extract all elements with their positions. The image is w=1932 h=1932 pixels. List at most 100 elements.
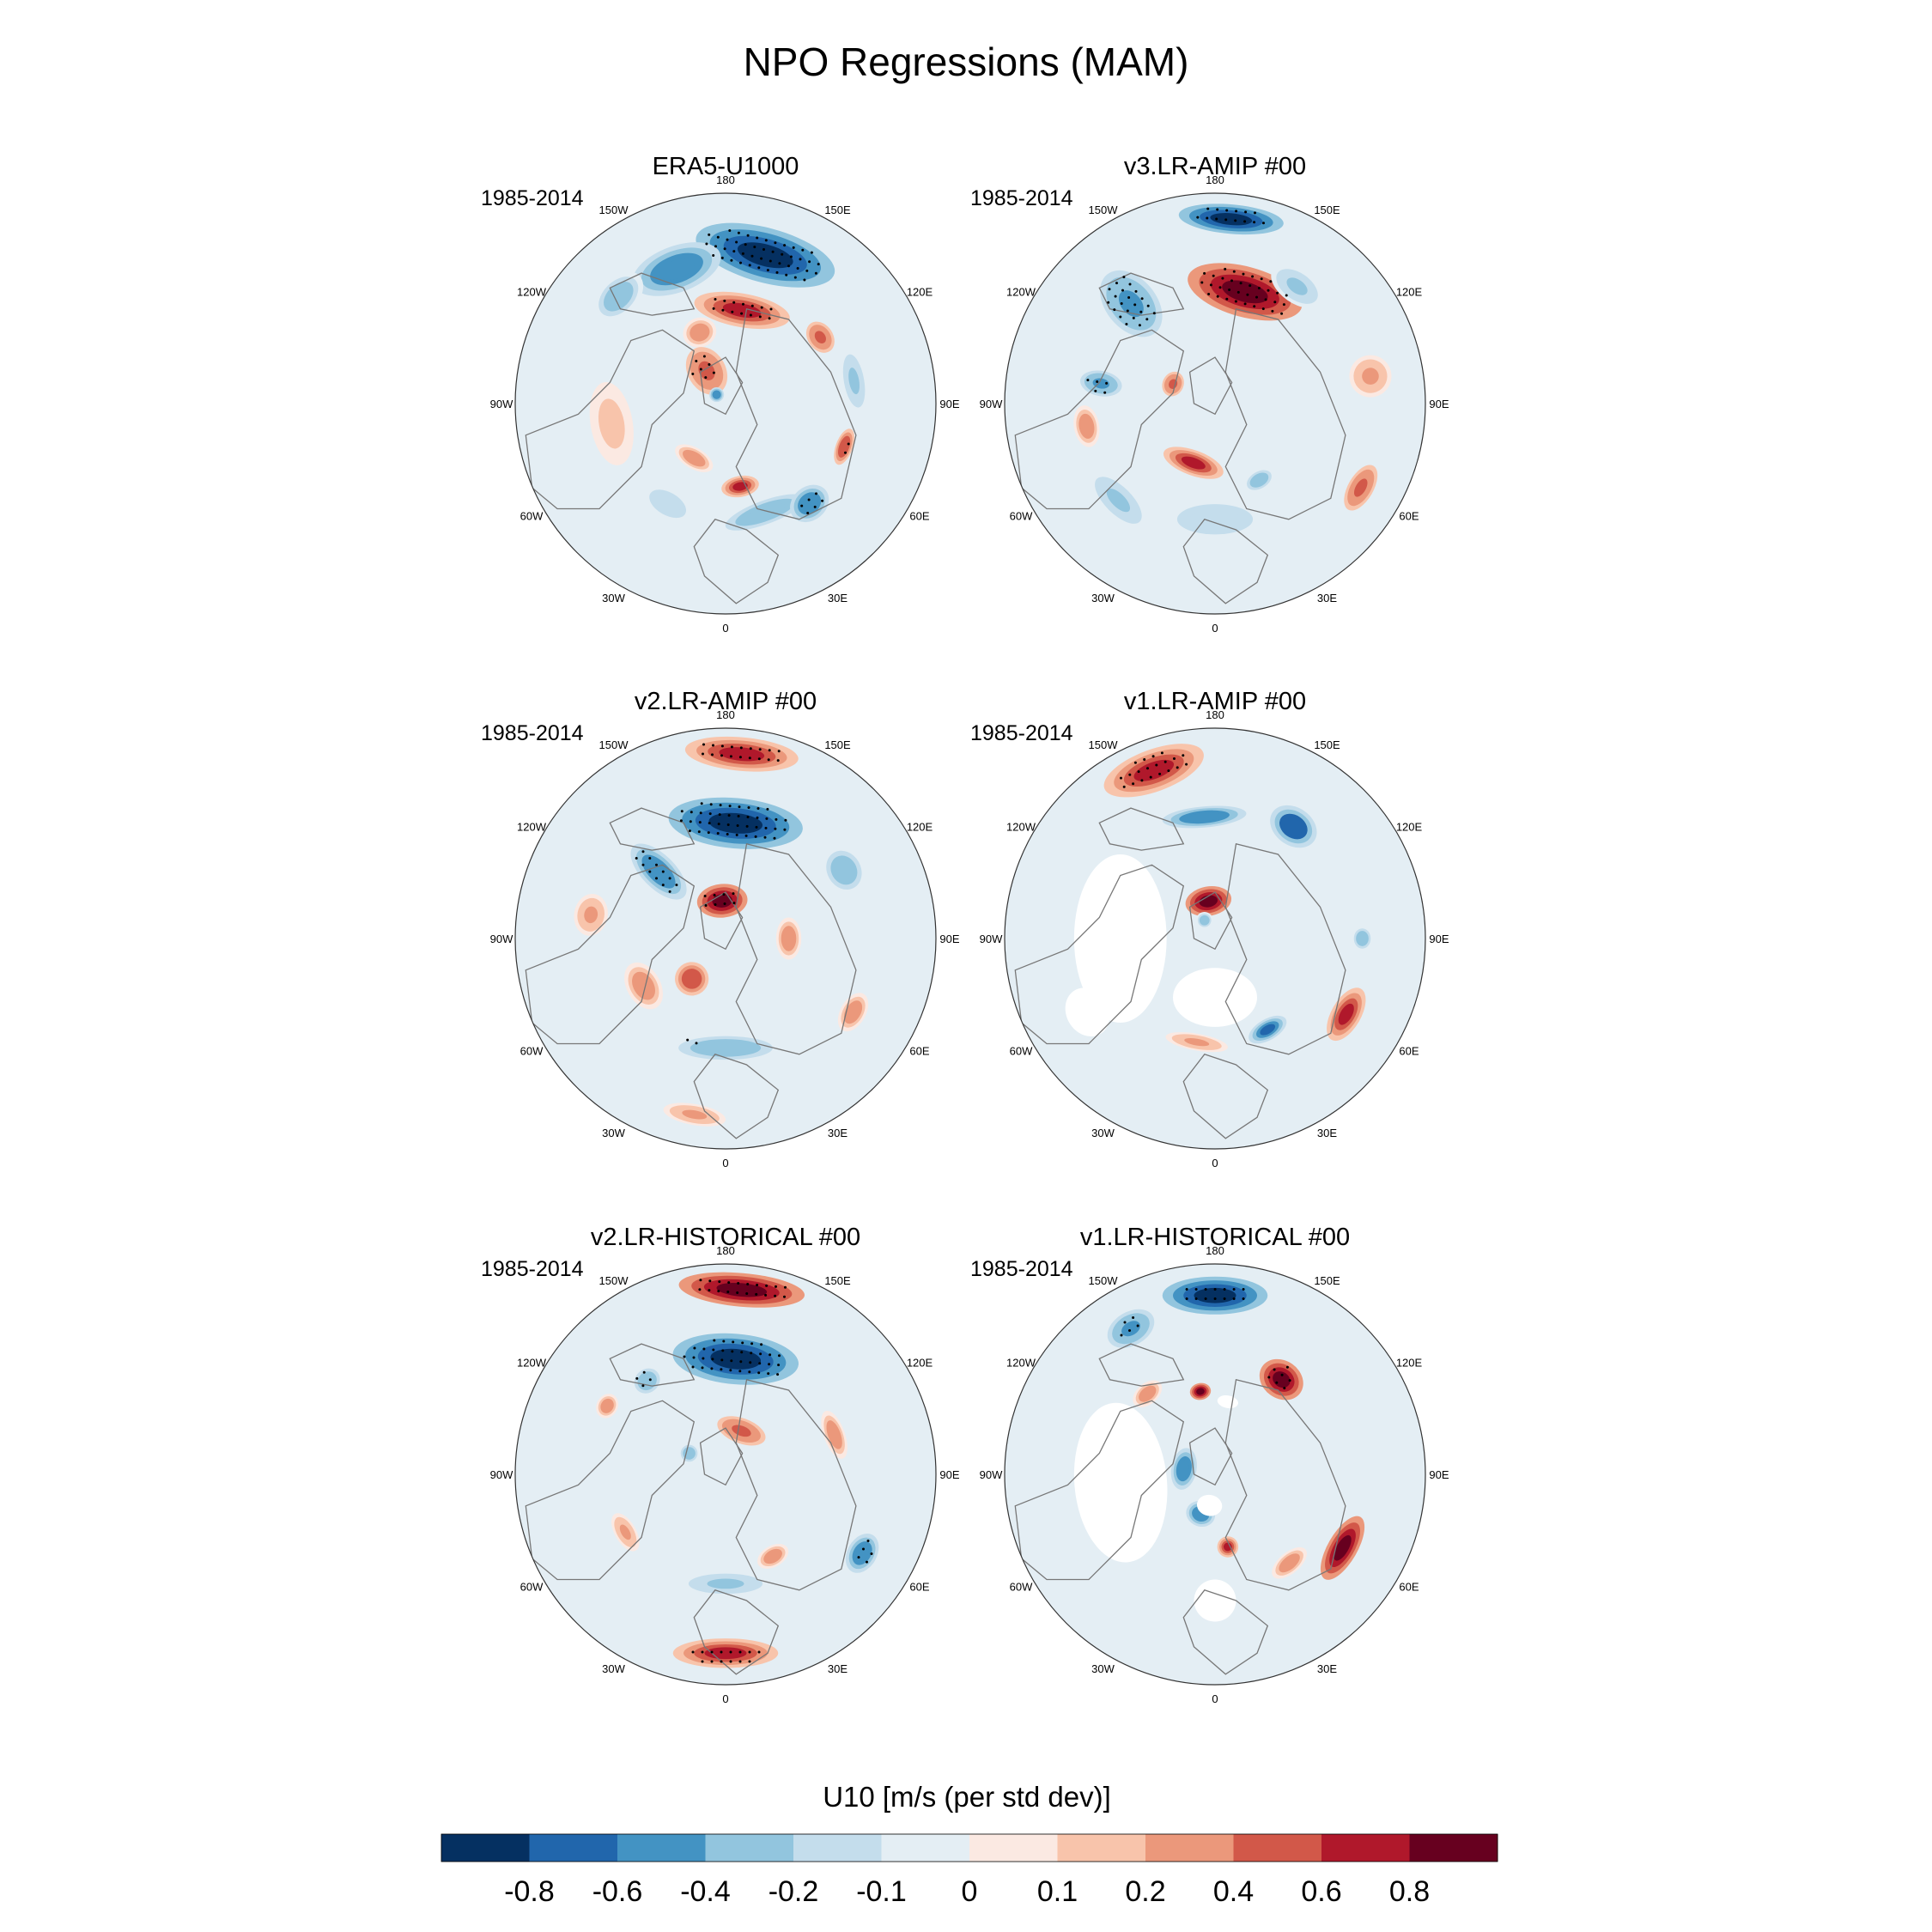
longitude-label: 90E: [939, 398, 959, 410]
longitude-label: 30W: [602, 1127, 625, 1139]
anomaly-contour: [1121, 1321, 1140, 1337]
significance-stipple: [635, 1279, 873, 1663]
longitude-label: 120E: [1396, 821, 1423, 834]
anomaly-contour: [1178, 1460, 1189, 1478]
anomaly-contour: [1334, 1534, 1352, 1561]
panel-title: v1.LR-AMIP #00: [1124, 688, 1306, 715]
missing-data-region: [1073, 1402, 1168, 1563]
panel-period: 1985-2014: [481, 186, 584, 210]
longitude-label: 90W: [490, 933, 513, 945]
longitude-label: 30E: [1317, 1662, 1337, 1675]
longitude-label: 120E: [1396, 1357, 1423, 1370]
map-panel: v2.LR-AMIP #00 1985-2014 180 150E 120E 90E 60E…: [481, 688, 960, 1170]
missing-data-region: [1065, 987, 1110, 1037]
anomaly-contour: [1286, 277, 1308, 295]
anomaly-contour: [1169, 379, 1178, 389]
field-background: [1005, 193, 1425, 614]
map-field: [515, 1264, 936, 1685]
longitude-label: 60W: [1010, 1045, 1033, 1058]
significance-stipple: [635, 743, 787, 1045]
anomaly-contour: [682, 1109, 708, 1120]
significance-stipple: [1120, 1288, 1291, 1390]
map-border: [514, 1263, 937, 1686]
panel-title: v2.LR-AMIP #00: [635, 688, 817, 715]
anomaly-contour: [1133, 759, 1175, 781]
land-outline: [525, 1400, 696, 1581]
colorbar-box: [529, 1834, 618, 1862]
land-outline: [1188, 356, 1233, 416]
colorbar-box: [617, 1834, 706, 1862]
longitude-label: 0: [722, 1157, 728, 1170]
map-field: [515, 193, 936, 614]
missing-data-region: [1173, 968, 1257, 1027]
longitude-label: 0: [722, 622, 728, 635]
anomaly-contour: [1200, 916, 1208, 924]
anomaly-contour: [655, 494, 680, 513]
anomaly-contour: [603, 407, 621, 440]
land-outline: [609, 1343, 696, 1387]
longitude-label: 150W: [599, 204, 629, 216]
land-outline: [1224, 307, 1346, 520]
anomaly-contour: [744, 503, 786, 522]
land-outline: [1098, 1343, 1185, 1387]
longitude-label: 60E: [1399, 510, 1419, 523]
anomaly-contour: [619, 1524, 631, 1540]
longitude-label: 90E: [1429, 398, 1449, 410]
land-outline: [525, 864, 696, 1045]
anomaly-contour: [608, 286, 629, 307]
land-outline: [735, 1378, 857, 1591]
panel-period: 1985-2014: [970, 1257, 1073, 1281]
longitude-label: 30E: [828, 1127, 848, 1139]
anomaly-contour: [1181, 456, 1206, 470]
longitude-label: 180: [1206, 173, 1224, 186]
anomaly-contour: [801, 495, 817, 512]
anomaly-contour: [714, 392, 720, 398]
longitude-label: 150E: [1314, 738, 1340, 751]
longitude-label: 0: [1212, 622, 1218, 635]
colorbar-box: [793, 1834, 882, 1862]
anomaly-contour: [1188, 812, 1222, 822]
longitude-label: 120W: [1006, 1357, 1036, 1370]
longitude-label: 120W: [517, 1357, 547, 1370]
colorbar-box: [969, 1834, 1058, 1862]
anomaly-contour: [848, 368, 860, 395]
anomaly-contour: [835, 860, 854, 880]
longitude-label: 60E: [909, 510, 929, 523]
anomaly-contour: [847, 1004, 860, 1020]
anomaly-contour: [1338, 1003, 1354, 1025]
anomaly-contour: [814, 331, 826, 343]
map-panel: v1.LR-HISTORICAL #00 1985-2014 180 150E 120E…: [970, 1224, 1449, 1705]
colorbar-box: [1409, 1834, 1498, 1862]
panel-period: 1985-2014: [970, 186, 1073, 210]
longitude-label: 150E: [1314, 204, 1340, 216]
longitude-label: 150E: [824, 1274, 851, 1287]
longitude-label: 90E: [1429, 933, 1449, 945]
longitude-label: 60W: [1010, 1581, 1033, 1594]
longitude-label: 90W: [980, 398, 1003, 410]
land-outline: [1188, 891, 1233, 951]
anomaly-contour: [1081, 417, 1092, 435]
land-outline: [735, 842, 857, 1055]
colorbar: U10 [m/s (per std dev)] -0.8 -0.6 -0.4 -0.2…: [440, 1781, 1498, 1908]
map-field: [1005, 728, 1425, 1149]
colorbar-box: [1321, 1834, 1410, 1862]
longitude-label: 90W: [490, 1468, 513, 1481]
longitude-label: 120E: [1396, 286, 1423, 299]
map-field: [1005, 193, 1425, 614]
longitude-label: 90E: [939, 933, 959, 945]
colorbar-tick-label: 0.4: [1213, 1875, 1254, 1908]
longitude-label: 90W: [980, 933, 1003, 945]
map-panel: ERA5-U1000 1985-2014 180 150E 120E 90E 60E 30E 0…: [481, 153, 960, 635]
longitude-label: 90E: [939, 1468, 959, 1481]
map-field: [515, 728, 936, 1149]
longitude-label: 0: [722, 1692, 728, 1705]
anomaly-contour: [732, 482, 748, 491]
land-outline: [693, 1054, 780, 1139]
anomaly-contour: [702, 1042, 750, 1054]
anomaly-contour: [1196, 1388, 1205, 1395]
anomaly-contour: [1358, 933, 1367, 944]
longitude-label: 60W: [520, 1045, 544, 1058]
land-outline: [1098, 272, 1185, 316]
anomaly-contour: [584, 906, 598, 924]
panel-title: v1.LR-HISTORICAL #00: [1080, 1224, 1350, 1251]
